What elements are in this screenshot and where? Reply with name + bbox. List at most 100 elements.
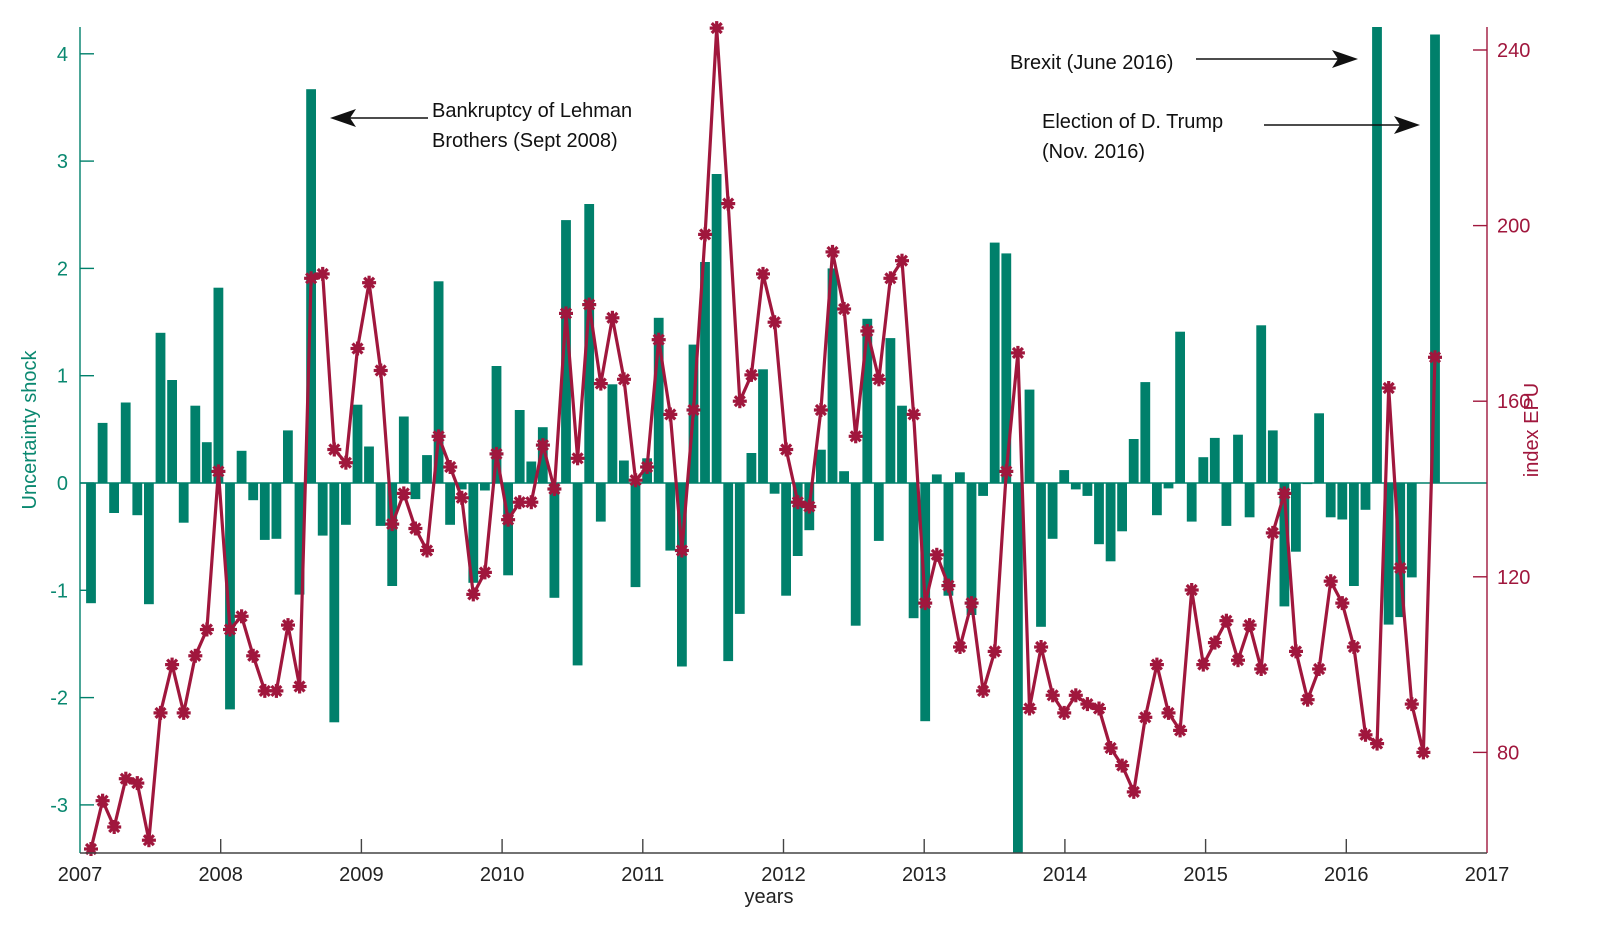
epu-marker: [593, 376, 608, 391]
epu-marker: [1335, 596, 1350, 611]
epu-marker: [790, 495, 805, 510]
bar: [653, 317, 664, 483]
bar: [271, 483, 282, 539]
bar: [1267, 430, 1278, 483]
bar: [850, 483, 861, 626]
annotation-brexit: Brexit (June 2016): [1010, 50, 1358, 74]
bar: [1082, 483, 1093, 496]
epu-marker: [1138, 710, 1153, 725]
bar: [178, 483, 189, 523]
bar: [700, 262, 710, 483]
x-axis-label: years: [745, 886, 794, 908]
bar: [329, 483, 340, 723]
epu-marker: [1161, 705, 1176, 720]
epu-marker: [651, 332, 666, 347]
epu-marker: [964, 596, 979, 611]
epu-marker: [883, 271, 898, 286]
bar: [213, 287, 224, 483]
epu-marker: [327, 442, 342, 457]
y-tick-right-label: 160: [1497, 391, 1530, 413]
epu-marker: [1219, 613, 1234, 628]
epu-marker: [362, 275, 377, 290]
epu-marker: [987, 644, 1002, 659]
epu-marker: [1115, 758, 1130, 773]
epu-marker: [1312, 662, 1327, 676]
epu-marker: [732, 394, 747, 409]
epu-marker: [1416, 745, 1431, 760]
epu-marker: [1265, 525, 1280, 540]
epu-marker: [1184, 583, 1199, 597]
epu-marker: [420, 543, 434, 558]
bar: [978, 483, 988, 496]
bar: [1094, 483, 1104, 545]
bar: [746, 453, 757, 483]
epu-marker: [315, 266, 330, 281]
bar: [873, 483, 884, 541]
bar: [1360, 483, 1371, 510]
bar: [248, 483, 259, 501]
bar: [758, 369, 768, 483]
bar: [561, 220, 571, 483]
epu-marker: [1428, 350, 1442, 365]
epu-marker: [1404, 697, 1419, 712]
epu-marker: [686, 403, 701, 417]
epu-marker: [443, 460, 458, 474]
bar: [1221, 483, 1232, 526]
epu-marker: [130, 776, 145, 791]
epu-marker: [860, 324, 875, 338]
bar: [989, 242, 1000, 483]
epu-marker: [165, 657, 180, 672]
y-tick-left-label: 4: [57, 44, 68, 66]
bar: [1152, 483, 1162, 516]
epu-marker: [1149, 657, 1164, 672]
bar: [792, 483, 803, 556]
bar: [201, 442, 212, 483]
x-tick-label: 2007: [58, 864, 103, 886]
epu-marker: [698, 227, 713, 242]
bar: [734, 483, 745, 614]
bar: [1013, 483, 1023, 853]
y-tick-left-label: 0: [57, 473, 68, 495]
y-tick-right-label: 200: [1497, 216, 1530, 238]
bar: [1279, 483, 1290, 607]
epu-marker: [1277, 486, 1292, 501]
epu-marker: [779, 442, 794, 457]
x-tick-label: 2013: [902, 864, 947, 886]
bar: [1105, 483, 1116, 562]
epu-marker: [396, 486, 411, 501]
epu-marker: [663, 407, 678, 422]
epu-marker: [813, 403, 828, 417]
epu-marker: [1034, 640, 1049, 654]
epu-marker: [709, 21, 724, 36]
epu-marker: [408, 521, 423, 536]
bar: [862, 318, 873, 483]
epu-marker: [999, 464, 1014, 479]
epu-marker: [211, 464, 226, 479]
epu-marker: [107, 820, 122, 834]
epu-marker: [628, 473, 643, 488]
bar: [1430, 34, 1440, 483]
epu-marker: [269, 683, 284, 698]
epu-marker: [234, 609, 249, 624]
epu-marker: [953, 640, 967, 654]
bar: [1059, 470, 1070, 483]
y-tick-right-label: 80: [1497, 742, 1519, 764]
epu-marker: [570, 451, 585, 466]
epu-marker: [477, 565, 492, 580]
epu-marker: [338, 455, 353, 470]
x-tick-label: 2015: [1183, 864, 1228, 886]
bar: [595, 483, 606, 522]
epu-marker: [199, 622, 214, 637]
bar: [677, 483, 687, 667]
epu-marker: [1381, 381, 1396, 395]
bar: [422, 455, 432, 483]
y-tick-left-label: 2: [57, 258, 68, 280]
bar: [781, 483, 791, 596]
epu-marker: [1370, 736, 1385, 751]
y-tick-left-label: 3: [57, 151, 68, 173]
bar: [537, 427, 548, 483]
bar: [294, 483, 305, 595]
bar: [190, 405, 201, 483]
bar: [352, 404, 363, 483]
bar: [1024, 389, 1035, 483]
